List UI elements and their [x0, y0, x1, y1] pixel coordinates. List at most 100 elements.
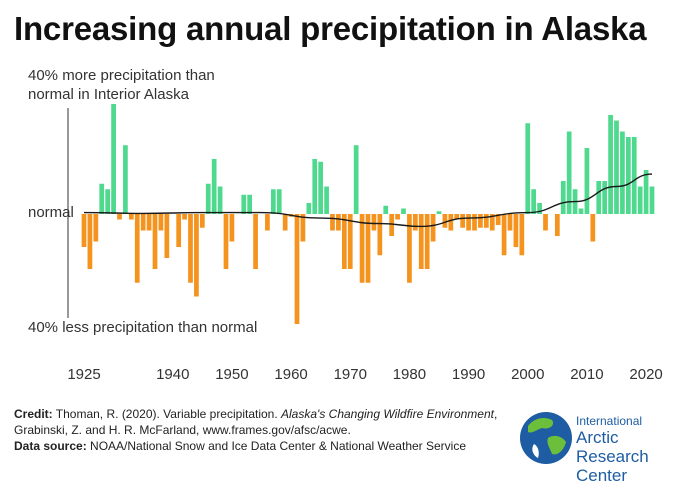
iarc-logo-text: International Arctic Research Center — [576, 414, 694, 485]
bar-1962 — [300, 214, 306, 242]
bar-1964 — [312, 159, 318, 214]
x-tick-2010: 2010 — [570, 366, 604, 383]
bar-1979 — [401, 208, 406, 214]
bar-1938 — [158, 214, 164, 231]
x-tick-1990: 1990 — [451, 366, 486, 383]
bar-1956 — [265, 214, 270, 231]
logo-line-arctic-research: Arctic Research — [576, 428, 649, 466]
bar-2015 — [614, 120, 619, 214]
bar-1929 — [105, 189, 111, 214]
bar-1961 — [294, 214, 300, 324]
data-source-text: NOAA/National Snow and Ice Data Center &… — [86, 439, 467, 453]
credit-text-2: , Grabinski, Z. and H. R. McFarland, www… — [14, 407, 498, 437]
bar-1990 — [466, 214, 471, 231]
bar-1965 — [318, 161, 324, 214]
bar-1967 — [330, 214, 335, 231]
bar-1981 — [412, 214, 418, 231]
bar-1934 — [134, 214, 140, 283]
credit-text-1: Thoman, R. (2020). Variable precipitatio… — [52, 407, 282, 421]
bar-1986 — [442, 214, 448, 228]
bar-1980 — [407, 214, 412, 283]
bar-1988 — [454, 214, 460, 220]
bar-1966 — [324, 186, 329, 214]
bar-1994 — [489, 214, 495, 231]
bar-2010 — [584, 148, 590, 214]
bar-2017 — [625, 137, 631, 214]
bar-1975 — [377, 214, 383, 256]
bar-1974 — [371, 214, 377, 231]
bar-1996 — [501, 214, 507, 256]
bar-1941 — [176, 214, 182, 247]
bar-1982 — [418, 214, 424, 269]
credit-block: Credit: Thoman, R. (2020). Variable prec… — [14, 406, 514, 454]
x-tick-1970: 1970 — [333, 366, 367, 383]
bar-1977 — [389, 214, 395, 236]
y-label-bottom: 40% less precipitation than normal — [28, 319, 258, 336]
bar-1971 — [353, 145, 359, 214]
bar-2019 — [637, 186, 643, 214]
y-label-normal: normal — [28, 204, 74, 221]
bar-1932 — [123, 145, 128, 214]
bar-1989 — [460, 214, 466, 228]
bar-1959 — [282, 214, 288, 231]
bar-2014 — [608, 115, 613, 214]
bar-2009 — [578, 208, 584, 214]
bar-1930 — [111, 104, 116, 214]
bar-1973 — [365, 214, 371, 283]
bar-2001 — [531, 189, 537, 214]
y-label-top: 40% more precipitation than normal in In… — [28, 67, 215, 103]
bar-2012 — [596, 181, 602, 214]
bar-1950 — [229, 214, 235, 242]
bar-1968 — [336, 214, 341, 231]
bar-1970 — [347, 214, 353, 269]
logo-line-international: International — [576, 414, 643, 428]
bar-1947 — [211, 159, 217, 214]
bar-1954 — [253, 214, 258, 269]
bar-1991 — [472, 214, 477, 231]
bar-2016 — [620, 131, 625, 214]
bar-2000 — [525, 123, 531, 214]
bar-1978 — [395, 214, 400, 220]
bar-1963 — [306, 203, 312, 214]
data-source-label: Data source: — [14, 439, 87, 453]
bar-1976 — [383, 205, 389, 214]
bar-1931 — [117, 214, 122, 220]
credit-italic: Alaska's Changing Wildfire Environment — [281, 407, 494, 421]
bar-2003 — [543, 214, 548, 231]
bar-2013 — [602, 181, 608, 214]
bar-1984 — [430, 214, 436, 242]
bar-1944 — [194, 214, 199, 297]
iarc-logo-globe-icon — [520, 412, 572, 464]
bar-1926 — [87, 214, 93, 269]
bar-1946 — [205, 183, 211, 214]
bar-1995 — [495, 214, 501, 225]
x-tick-1960: 1960 — [274, 366, 308, 383]
bar-1958 — [276, 189, 282, 214]
bar-2018 — [631, 137, 637, 214]
bar-1987 — [448, 214, 454, 231]
x-tick-1950: 1950 — [215, 366, 249, 383]
credit-label: Credit: — [14, 407, 53, 421]
bar-1935 — [140, 214, 146, 231]
bar-1927 — [93, 214, 99, 242]
bar-1936 — [146, 214, 152, 231]
bar-1948 — [217, 186, 223, 214]
bar-2002 — [537, 203, 542, 214]
bar-1999 — [519, 214, 525, 256]
bar-1969 — [341, 214, 347, 269]
x-tick-2000: 2000 — [511, 366, 545, 383]
bar-2007 — [566, 131, 572, 214]
x-tick-2020: 2020 — [629, 366, 663, 383]
bar-1942 — [182, 214, 187, 220]
x-tick-1925: 1925 — [67, 366, 101, 383]
x-tick-1980: 1980 — [392, 366, 427, 383]
bar-2006 — [560, 181, 566, 214]
bar-1992 — [478, 214, 483, 228]
chart-title: Increasing annual precipitation in Alask… — [14, 10, 647, 47]
bar-1928 — [99, 183, 105, 214]
bar-1997 — [507, 214, 513, 231]
trend-line — [83, 173, 653, 228]
bar-1939 — [164, 214, 170, 258]
bar-1993 — [483, 214, 489, 228]
bar-2021 — [649, 186, 655, 214]
